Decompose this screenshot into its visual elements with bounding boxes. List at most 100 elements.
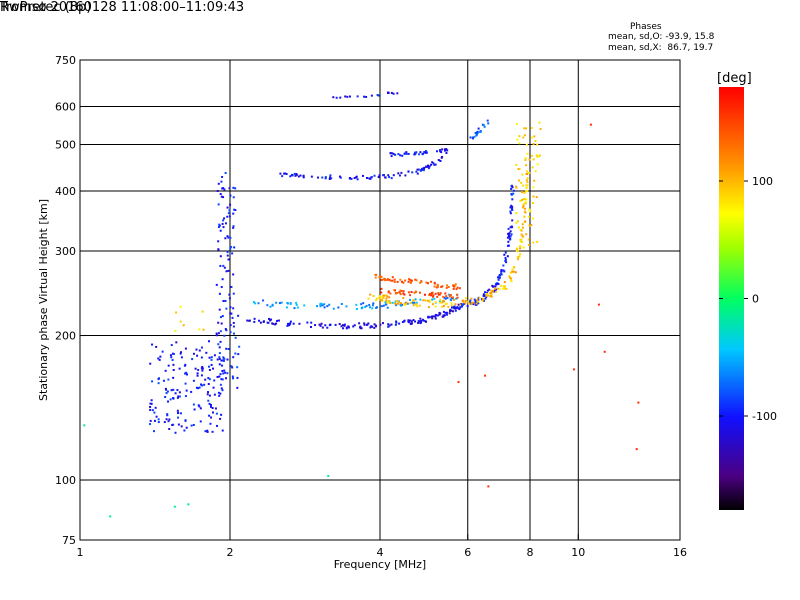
data-point bbox=[238, 345, 241, 348]
data-point bbox=[531, 166, 534, 169]
data-point bbox=[201, 310, 204, 313]
data-point bbox=[472, 303, 475, 306]
data-point bbox=[328, 178, 331, 181]
data-point bbox=[458, 287, 461, 290]
data-point bbox=[499, 284, 502, 287]
data-point bbox=[521, 226, 524, 229]
data-point bbox=[386, 306, 389, 309]
data-point bbox=[277, 319, 280, 322]
data-point bbox=[209, 422, 212, 425]
data-point bbox=[158, 377, 161, 380]
data-point bbox=[218, 394, 221, 397]
data-point bbox=[437, 158, 440, 161]
data-point bbox=[396, 280, 399, 283]
data-point bbox=[407, 170, 410, 173]
data-point bbox=[262, 320, 265, 323]
data-point bbox=[375, 299, 378, 302]
data-point bbox=[315, 305, 318, 308]
data-point bbox=[452, 296, 455, 299]
data-point bbox=[441, 285, 444, 288]
data-point bbox=[204, 378, 207, 381]
data-point bbox=[210, 356, 213, 359]
data-point bbox=[516, 138, 519, 141]
data-point bbox=[229, 324, 232, 327]
data-point bbox=[483, 299, 486, 302]
data-point bbox=[522, 203, 525, 206]
data-point bbox=[170, 389, 173, 392]
data-point bbox=[456, 293, 459, 296]
data-point bbox=[441, 315, 444, 318]
data-point bbox=[482, 124, 485, 127]
data-point bbox=[233, 246, 236, 249]
data-point bbox=[495, 290, 498, 293]
data-point bbox=[527, 238, 530, 241]
data-point bbox=[253, 317, 256, 320]
data-point bbox=[478, 297, 481, 300]
data-point bbox=[342, 327, 345, 330]
data-point bbox=[398, 322, 401, 325]
data-point bbox=[456, 286, 459, 289]
data-point bbox=[232, 196, 235, 199]
data-point bbox=[332, 307, 335, 310]
data-point bbox=[332, 96, 335, 99]
data-point bbox=[208, 368, 211, 371]
data-point bbox=[383, 294, 386, 297]
data-point bbox=[180, 425, 183, 428]
data-point bbox=[150, 402, 153, 405]
data-point bbox=[200, 346, 203, 349]
data-point bbox=[208, 340, 211, 343]
data-point bbox=[419, 151, 422, 154]
data-point bbox=[192, 379, 195, 382]
data-point bbox=[523, 210, 526, 213]
data-point bbox=[219, 192, 222, 195]
data-point bbox=[323, 306, 326, 309]
data-point bbox=[157, 382, 160, 385]
data-point bbox=[206, 430, 209, 433]
data-point bbox=[338, 323, 341, 326]
data-point bbox=[509, 226, 512, 229]
data-point bbox=[510, 225, 513, 228]
data-point bbox=[324, 177, 327, 180]
data-point bbox=[379, 323, 382, 326]
data-point bbox=[525, 170, 528, 173]
data-point bbox=[275, 319, 278, 322]
data-point bbox=[219, 392, 222, 395]
data-point bbox=[222, 264, 225, 267]
data-point bbox=[409, 278, 412, 281]
data-point bbox=[175, 341, 178, 344]
data-point bbox=[412, 299, 415, 302]
data-point bbox=[434, 163, 437, 166]
data-point bbox=[359, 325, 362, 328]
data-point bbox=[473, 298, 476, 301]
data-point bbox=[234, 209, 237, 212]
data-point bbox=[405, 152, 408, 155]
data-point bbox=[436, 314, 439, 317]
data-point bbox=[355, 176, 358, 179]
data-point bbox=[503, 286, 506, 289]
data-point bbox=[155, 415, 158, 418]
data-point bbox=[324, 176, 327, 179]
data-point bbox=[370, 325, 373, 328]
data-point bbox=[353, 324, 356, 327]
data-point bbox=[269, 305, 272, 308]
data-point bbox=[419, 281, 422, 284]
data-point bbox=[401, 280, 404, 283]
data-point bbox=[515, 163, 518, 166]
data-point bbox=[510, 185, 513, 188]
data-point bbox=[530, 126, 533, 129]
data-point bbox=[535, 196, 538, 199]
data-point bbox=[226, 358, 229, 361]
data-point bbox=[232, 292, 235, 295]
data-point bbox=[218, 308, 221, 311]
data-point bbox=[442, 305, 445, 308]
data-point bbox=[489, 295, 492, 298]
data-point bbox=[394, 292, 397, 295]
data-point bbox=[443, 314, 446, 317]
data-point bbox=[166, 413, 169, 416]
data-point bbox=[176, 409, 179, 412]
data-point bbox=[483, 125, 486, 128]
data-point bbox=[213, 354, 216, 357]
data-point bbox=[533, 179, 536, 182]
data-point bbox=[232, 186, 235, 189]
data-point bbox=[516, 247, 519, 250]
